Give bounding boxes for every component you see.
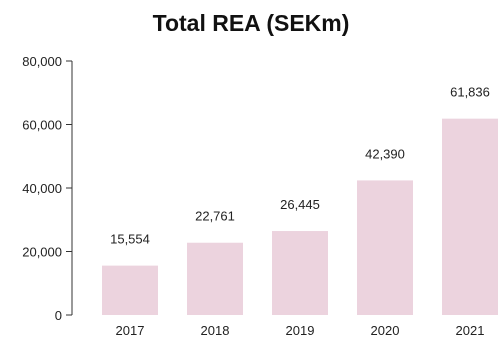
x-tick-label: 2020 (371, 323, 400, 338)
bar (102, 265, 158, 315)
chart-title: Total REA (SEKm) (152, 10, 350, 36)
data-label: 26,445 (280, 197, 320, 212)
data-label: 61,836 (450, 85, 490, 100)
x-tick-label: 2019 (286, 323, 315, 338)
y-tick-label: 20,000 (22, 245, 62, 260)
data-label: 22,761 (195, 209, 235, 224)
x-tick-label: 2021 (456, 323, 485, 338)
y-tick-label: 60,000 (22, 118, 62, 133)
y-tick-label: 40,000 (22, 181, 62, 196)
y-axis: 0 20,000 40,000 60,000 80,000 (22, 54, 73, 323)
data-label: 15,554 (110, 232, 150, 247)
bar (357, 180, 413, 315)
x-tick-label: 2018 (201, 323, 230, 338)
y-tick-label: 80,000 (22, 54, 62, 69)
bar (272, 231, 328, 315)
data-label: 42,390 (365, 146, 405, 161)
bar (442, 118, 498, 315)
y-tick-label: 0 (55, 308, 62, 323)
bar (187, 242, 243, 315)
x-axis: 2017 2018 2019 2020 2021 (116, 323, 485, 338)
bars: 15,554 22,761 26,445 42,390 61,836 (102, 85, 498, 315)
x-tick-label: 2017 (116, 323, 145, 338)
